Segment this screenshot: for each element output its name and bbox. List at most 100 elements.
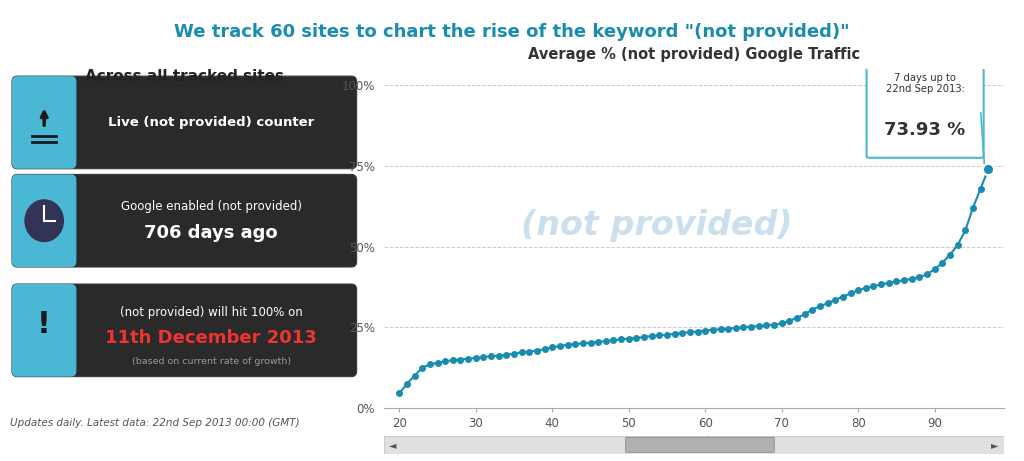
FancyBboxPatch shape xyxy=(12,284,356,377)
Point xyxy=(598,337,614,345)
Point xyxy=(888,278,904,285)
Point xyxy=(521,348,538,355)
Point xyxy=(590,338,606,346)
Point xyxy=(751,322,767,330)
Text: !: ! xyxy=(37,310,51,339)
FancyBboxPatch shape xyxy=(626,437,774,452)
Point xyxy=(621,335,637,342)
Text: Across all tracked sites: Across all tracked sites xyxy=(85,69,284,83)
Point xyxy=(827,296,844,303)
Point xyxy=(835,293,851,301)
Point xyxy=(850,286,866,294)
Point xyxy=(819,300,836,307)
Point xyxy=(773,320,790,327)
Point xyxy=(605,337,622,344)
Point xyxy=(973,185,989,192)
Point xyxy=(483,353,500,360)
Point xyxy=(513,349,529,356)
Point xyxy=(674,329,690,337)
FancyBboxPatch shape xyxy=(866,62,984,158)
Point xyxy=(911,273,928,281)
Point xyxy=(797,311,813,318)
Point xyxy=(965,204,981,212)
Point xyxy=(422,361,438,368)
Point xyxy=(743,323,760,331)
FancyBboxPatch shape xyxy=(12,174,356,267)
Point xyxy=(559,341,575,349)
Point xyxy=(583,339,599,347)
Point xyxy=(643,332,659,340)
Point xyxy=(804,306,820,313)
Point xyxy=(475,353,492,361)
Point xyxy=(429,359,445,366)
Text: 7 days up to
22nd Sep 2013:: 7 days up to 22nd Sep 2013: xyxy=(886,72,965,94)
Point xyxy=(934,259,950,266)
Point xyxy=(766,321,782,328)
X-axis label: Week: Week xyxy=(673,436,715,449)
Text: Updates daily. Latest data: 22nd Sep 2013 00:00 (GMT): Updates daily. Latest data: 22nd Sep 201… xyxy=(10,418,300,428)
Point xyxy=(728,324,744,331)
Text: (based on current rate of growth): (based on current rate of growth) xyxy=(132,357,291,366)
Point xyxy=(705,326,721,334)
Text: (not provided): (not provided) xyxy=(521,208,793,242)
Point xyxy=(460,355,476,362)
Point xyxy=(682,328,698,336)
Point xyxy=(735,324,752,331)
Text: (not provided) will hit 100% on: (not provided) will hit 100% on xyxy=(120,306,303,319)
Point xyxy=(667,330,683,337)
Point xyxy=(506,350,522,357)
Point xyxy=(872,281,889,288)
Point xyxy=(574,340,591,347)
Text: Live (not provided) counter: Live (not provided) counter xyxy=(109,116,314,129)
FancyBboxPatch shape xyxy=(12,76,77,169)
Point xyxy=(499,351,515,359)
Point xyxy=(537,346,553,353)
Point xyxy=(636,333,652,341)
Point xyxy=(781,317,798,325)
Circle shape xyxy=(25,200,63,242)
Point xyxy=(628,334,644,342)
Point xyxy=(858,284,874,292)
Point xyxy=(843,290,859,297)
Point xyxy=(391,390,408,397)
Text: 73.93 %: 73.93 % xyxy=(885,121,966,139)
Point xyxy=(490,352,507,360)
Point xyxy=(414,364,430,372)
Point xyxy=(949,242,966,249)
Point xyxy=(689,328,706,335)
Point xyxy=(788,314,805,321)
Point xyxy=(444,356,461,364)
Text: We track 60 sites to chart the rise of the keyword "(not provided)": We track 60 sites to chart the rise of t… xyxy=(174,23,850,41)
Point xyxy=(919,270,935,278)
FancyBboxPatch shape xyxy=(12,284,77,377)
Point xyxy=(552,343,568,350)
Point xyxy=(468,354,484,361)
Point xyxy=(980,165,996,173)
Point xyxy=(437,358,454,365)
Point xyxy=(881,279,897,286)
Point xyxy=(697,327,714,334)
Point xyxy=(896,277,912,284)
Point xyxy=(567,340,584,348)
Point xyxy=(528,347,545,354)
Title: Average % (not provided) Google Traffic: Average % (not provided) Google Traffic xyxy=(527,47,860,62)
Point xyxy=(942,251,958,258)
Point xyxy=(407,372,423,379)
Point xyxy=(613,336,630,343)
Point xyxy=(651,332,668,339)
Point xyxy=(957,227,974,234)
Text: Google enabled (not provided): Google enabled (not provided) xyxy=(121,200,302,213)
Point xyxy=(903,275,920,283)
Text: 11th December 2013: 11th December 2013 xyxy=(105,330,317,348)
Point xyxy=(758,322,774,329)
Point xyxy=(658,331,675,338)
Point xyxy=(544,343,560,351)
FancyBboxPatch shape xyxy=(12,174,77,267)
FancyBboxPatch shape xyxy=(12,76,356,169)
Text: ◄: ◄ xyxy=(389,440,396,450)
Point xyxy=(927,266,943,273)
Point xyxy=(453,356,469,363)
Point xyxy=(398,380,415,387)
Point xyxy=(720,325,736,332)
Text: ►: ► xyxy=(991,440,998,450)
